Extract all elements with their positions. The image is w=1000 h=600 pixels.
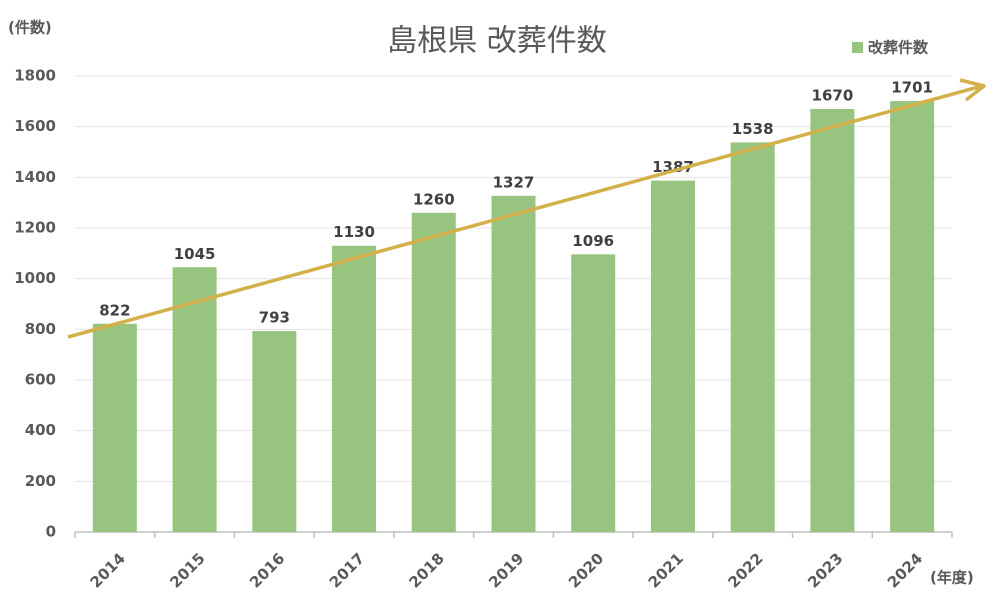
y-tick-label: 1600 (14, 117, 56, 135)
bar (332, 245, 377, 532)
x-tick-label: 2016 (246, 549, 288, 591)
bar (730, 142, 775, 532)
y-tick-label: 1400 (14, 168, 56, 186)
arrow-head (959, 78, 986, 102)
data-label: 1387 (652, 158, 694, 176)
trend-arrow (67, 78, 986, 339)
x-tick-label: 2015 (166, 549, 208, 591)
data-label: 1130 (333, 223, 375, 241)
data-label: 1327 (493, 173, 535, 191)
x-tick-label: 2021 (645, 549, 687, 591)
x-tick-label: 2023 (804, 549, 846, 591)
y-tick-label: 600 (25, 371, 56, 389)
x-tick-label: 2018 (406, 549, 448, 591)
bar (172, 267, 217, 532)
data-label: 1701 (891, 79, 933, 97)
y-tick-label: 0 (46, 523, 56, 541)
y-tick-label: 1800 (14, 67, 56, 85)
x-tick-label: 2022 (724, 549, 766, 591)
y-tick-label: 400 (25, 421, 56, 439)
legend-label: 改葬件数 (868, 39, 929, 57)
data-label: 1538 (732, 120, 774, 138)
x-tick-label: 2020 (565, 549, 607, 591)
x-tick-label: 2024 (884, 549, 926, 591)
y-tick-label: 1200 (14, 219, 56, 237)
bar (650, 180, 695, 533)
y-tick-label: 1000 (14, 269, 56, 287)
y-tick-label: 800 (25, 320, 56, 338)
bar (890, 101, 935, 532)
x-tick-label: 2014 (87, 549, 129, 591)
data-label: 1096 (572, 232, 614, 250)
y-tick-label: 200 (25, 472, 56, 490)
bar (810, 108, 855, 532)
x-tick-label: 2017 (326, 549, 368, 591)
x-axis-label: (年度) (930, 569, 974, 587)
bar (92, 323, 137, 532)
bar (411, 212, 456, 533)
data-label: 1045 (174, 245, 216, 263)
bar (252, 331, 297, 532)
bar (571, 254, 616, 532)
data-label: 1670 (812, 86, 854, 104)
plot-area: 0 200 400 600 800 1000 1200 1400 1600 1800 822 1045… (14, 39, 953, 592)
data-label: 1260 (413, 190, 455, 208)
x-tick-label: 2019 (485, 549, 527, 591)
trend-line (67, 84, 983, 339)
chart-title: 島根県 改葬件数 (387, 24, 607, 59)
bar (491, 195, 536, 532)
legend-swatch (852, 42, 863, 53)
data-label: 822 (99, 301, 130, 319)
y-axis-label: (件数) (8, 19, 52, 37)
data-label: 793 (259, 309, 290, 327)
